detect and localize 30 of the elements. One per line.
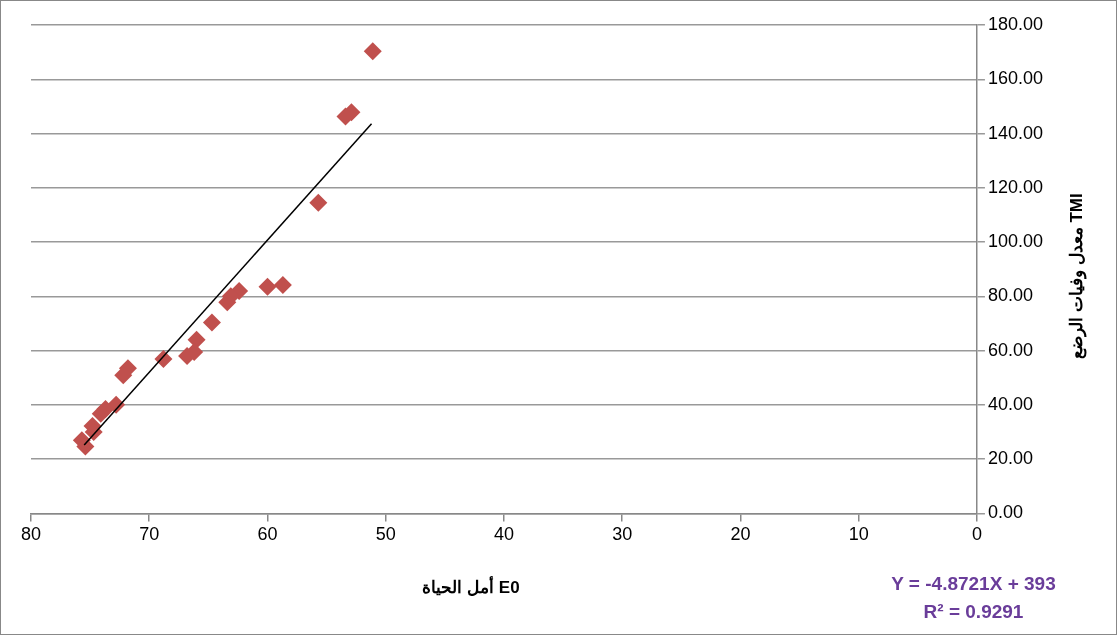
x-tick-label: 0 bbox=[971, 524, 982, 545]
x-tick-label: 20 bbox=[730, 524, 751, 545]
x-tick-label: 50 bbox=[375, 524, 396, 545]
point bbox=[273, 275, 292, 294]
y-tick-label: 160.00 bbox=[987, 68, 1044, 89]
y-tick-label: 120.00 bbox=[987, 176, 1044, 197]
text: Y = -4.8721X + 393 bbox=[890, 573, 1057, 595]
x-tick-label: 40 bbox=[493, 524, 514, 545]
point bbox=[187, 330, 206, 349]
y-tick-label: 180.00 bbox=[987, 13, 1044, 34]
point bbox=[91, 404, 110, 423]
point bbox=[202, 313, 221, 332]
y-tick-label: 140.00 bbox=[987, 122, 1044, 143]
y-tick-label: 80.00 bbox=[987, 285, 1033, 306]
y-tick-label: 100.00 bbox=[987, 231, 1044, 252]
point bbox=[258, 277, 277, 296]
x-tick-label: 10 bbox=[848, 524, 869, 545]
y-tick-label: 40.00 bbox=[987, 393, 1033, 414]
point bbox=[363, 42, 382, 61]
x-tick-label: 60 bbox=[257, 524, 278, 545]
x-tick-label: 70 bbox=[139, 524, 160, 545]
y-axis-title: معدل وفيات الرضع TMI bbox=[1065, 193, 1087, 359]
y-tick-label: 60.00 bbox=[987, 339, 1033, 360]
x-tick-label: 30 bbox=[612, 524, 633, 545]
text: R² = 0.9291 bbox=[922, 601, 1025, 623]
x-axis-title: أمل الحياة E0 bbox=[421, 577, 521, 598]
x-tick-label: 80 bbox=[20, 524, 42, 545]
y-tick-label: 0.00 bbox=[987, 502, 1023, 523]
point bbox=[309, 193, 328, 212]
y-tick-label: 20.00 bbox=[987, 448, 1033, 469]
